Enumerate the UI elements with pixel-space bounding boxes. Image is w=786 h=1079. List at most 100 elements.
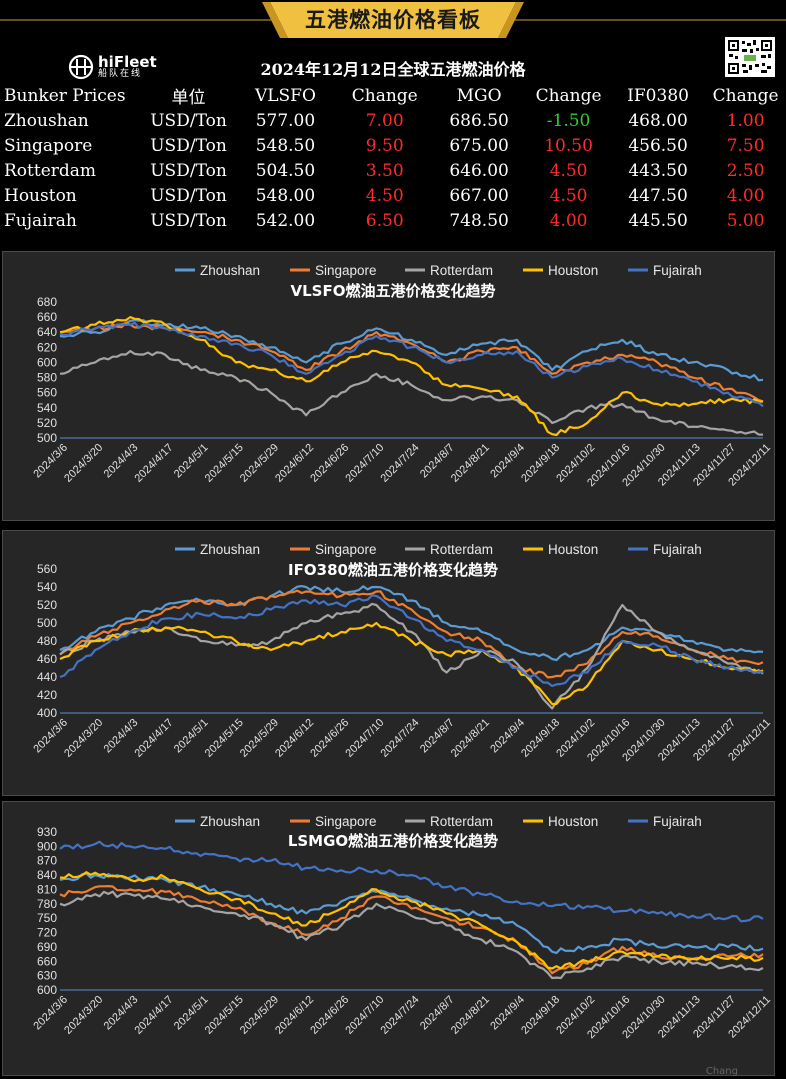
ifo380-price: 445.50 xyxy=(628,210,688,231)
ifo380-trend-chart: 4004204404604805005205405602024/3/62024/… xyxy=(31,542,773,764)
y-tick-label: 400 xyxy=(37,706,57,720)
y-tick-label: 600 xyxy=(37,355,57,369)
legend-label: Houston xyxy=(548,814,598,829)
ifo380-price: 468.00 xyxy=(628,110,688,131)
ifo380-change: 1.00 xyxy=(726,110,765,131)
ifo380-change: 5.00 xyxy=(726,210,765,231)
legend-label: Zhoushan xyxy=(200,263,260,278)
y-tick-label: 520 xyxy=(37,416,57,430)
vlsfo-change: 3.50 xyxy=(365,160,404,181)
series-line-singapore xyxy=(59,589,764,679)
legend-label: Rotterdam xyxy=(430,814,493,829)
mgo-change: 10.50 xyxy=(544,135,593,156)
unit-cell: USD/Ton xyxy=(150,185,227,206)
vlsfo-change: 6.50 xyxy=(365,210,404,231)
series-line-rotterdam xyxy=(59,350,764,436)
header-vlsfo: VLSFO xyxy=(254,85,316,106)
logo-name: hiFleet xyxy=(98,53,157,71)
vlsfo-change: 7.00 xyxy=(365,110,404,131)
legend-label: Fujairah xyxy=(653,814,702,829)
series-line-houston xyxy=(59,316,764,437)
mgo-change: 4.50 xyxy=(549,160,588,181)
port-name: Fujairah xyxy=(4,210,77,231)
ifo380-change: 4.00 xyxy=(726,185,765,206)
x-tick-label: 2024/3/20 xyxy=(62,717,105,760)
header-mgo: MGO xyxy=(456,85,502,106)
table-row: Zhoushan USD/Ton 577.00 7.00 686.50 -1.5… xyxy=(0,108,786,133)
header-unit: 单位 xyxy=(171,88,206,108)
legend-label: Singapore xyxy=(315,542,377,557)
y-tick-label: 420 xyxy=(37,688,57,702)
port-name: Houston xyxy=(4,185,77,206)
header-ifo380: IF0380 xyxy=(627,85,689,106)
y-tick-label: 750 xyxy=(37,911,57,925)
logo-subtitle: 船队在线 xyxy=(98,69,143,79)
legend-label: Houston xyxy=(548,263,598,278)
x-tick-label: 2024/8/21 xyxy=(449,717,492,760)
chart-title: IFO380燃油五港价格变化趋势 xyxy=(288,561,498,579)
series-line-houston xyxy=(59,621,764,706)
y-tick-label: 460 xyxy=(37,652,57,666)
header-ifo380-change: Change xyxy=(712,85,779,106)
legend-label: Singapore xyxy=(315,263,377,278)
y-tick-label: 690 xyxy=(37,940,57,954)
series-line-rotterdam xyxy=(59,602,764,710)
x-tick-label: 2024/7/24 xyxy=(379,717,422,760)
y-tick-label: 500 xyxy=(37,431,57,445)
y-tick-label: 540 xyxy=(37,580,57,594)
ifo380-price: 456.50 xyxy=(628,135,688,156)
x-tick-label: 2024/7/24 xyxy=(379,994,422,1037)
vlsfo-price: 504.50 xyxy=(255,160,316,181)
y-tick-label: 660 xyxy=(37,954,57,968)
series-line-zhoushan xyxy=(59,872,764,955)
legend-label: Fujairah xyxy=(653,263,702,278)
x-tick-label: 2024/8/21 xyxy=(449,994,492,1037)
vlsfo-price: 548.50 xyxy=(255,135,316,156)
unit-cell: USD/Ton xyxy=(150,210,227,231)
series-line-houston xyxy=(59,871,764,970)
y-tick-label: 560 xyxy=(37,386,57,400)
ifo380-price: 447.50 xyxy=(628,185,688,206)
mgo-change: 4.50 xyxy=(549,185,588,206)
series-line-fujairah xyxy=(59,321,764,408)
mgo-price: 748.50 xyxy=(449,210,509,231)
x-tick-label: 2024/8/21 xyxy=(449,442,492,485)
legend-label: Fujairah xyxy=(653,542,702,557)
mgo-price: 675.00 xyxy=(449,135,509,156)
mgo-change: 4.00 xyxy=(549,210,588,231)
y-tick-label: 620 xyxy=(37,340,57,354)
series-line-fujairah xyxy=(59,594,764,688)
series-line-singapore xyxy=(59,885,764,975)
qr-code-icon xyxy=(725,37,775,77)
port-name: Zhoushan xyxy=(4,110,89,131)
vlsfo-trend-chart: 5005205405605806006206406606802024/3/620… xyxy=(31,263,773,489)
hifleet-logo: hiFleet 船队在线 xyxy=(68,52,157,82)
y-tick-label: 520 xyxy=(37,598,57,612)
series-line-rotterdam xyxy=(59,890,764,980)
vlsfo-price: 577.00 xyxy=(255,110,316,131)
x-tick-label: 2024/3/20 xyxy=(62,994,105,1037)
y-tick-label: 780 xyxy=(37,897,57,911)
y-tick-label: 930 xyxy=(37,825,57,839)
table-header-row: Bunker Prices 单位 VLSFO Change MGO Change… xyxy=(0,83,786,109)
y-tick-label: 900 xyxy=(37,839,57,853)
page-subtitle: 2024年12月12日全球五港燃油价格 xyxy=(260,60,526,79)
footer-text: Chang xyxy=(705,1066,738,1077)
vlsfo-change: 9.50 xyxy=(365,135,404,156)
y-tick-label: 720 xyxy=(37,926,57,940)
header-mgo-change: Change xyxy=(535,85,602,106)
mgo-price: 667.00 xyxy=(449,185,509,206)
mgo-change: -1.50 xyxy=(546,110,591,131)
header-vlsfo-change: Change xyxy=(351,85,418,106)
title-banner: 五港燃油价格看板 xyxy=(0,0,786,40)
x-tick-label: 2024/4/17 xyxy=(132,442,175,485)
series-line-zhoushan xyxy=(59,585,764,662)
legend-label: Rotterdam xyxy=(430,263,493,278)
unit-cell: USD/Ton xyxy=(150,110,227,131)
x-tick-label: 2024/4/17 xyxy=(132,717,175,760)
y-tick-label: 640 xyxy=(37,325,57,339)
logo-mark-icon xyxy=(68,54,94,80)
vlsfo-price: 542.00 xyxy=(255,210,316,231)
y-tick-label: 580 xyxy=(37,371,57,385)
